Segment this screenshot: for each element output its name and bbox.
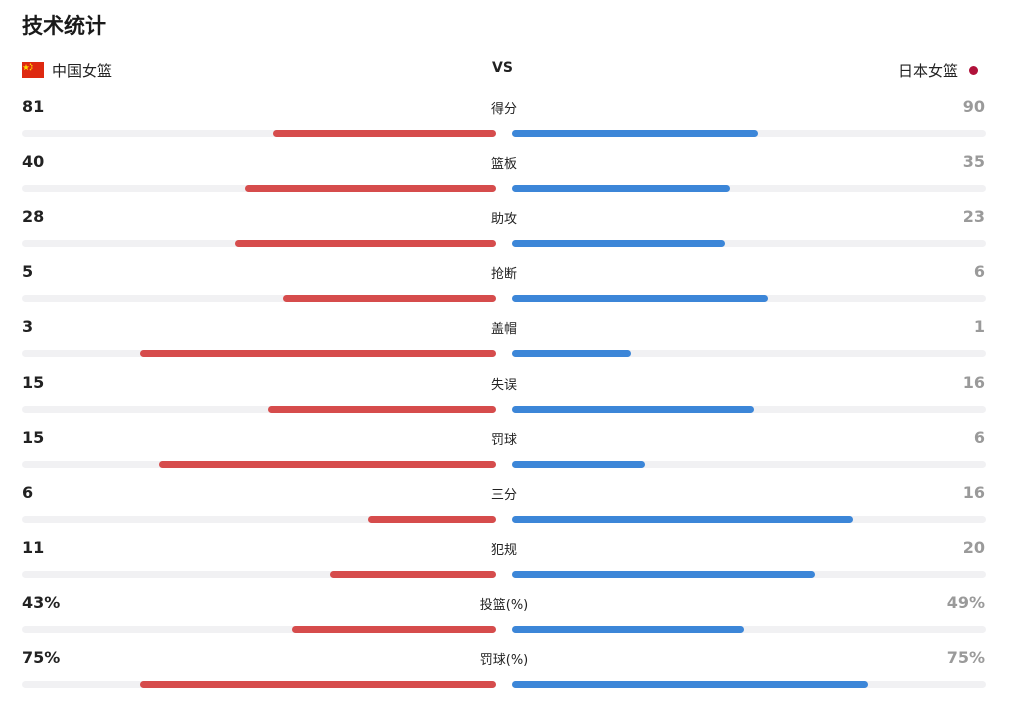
away-bar-track [512, 460, 986, 468]
home-stat-value: 15 [22, 427, 45, 447]
home-stat-bar [140, 681, 496, 688]
away-stat-value: 49% [946, 592, 985, 612]
home-team-name: 中国女篮 [52, 62, 113, 80]
away-stat-bar [512, 570, 815, 578]
home-stat-bar [235, 240, 496, 248]
japan-flag-icon [969, 66, 978, 75]
stat-row: 3 盖帽 1 [0, 312, 1020, 367]
away-stat-value: 20 [962, 537, 985, 557]
home-stat-value: 75% [22, 648, 61, 667]
home-bar-track [22, 515, 496, 523]
page-title: 技术统计 [22, 14, 106, 38]
away-stat-bar [512, 185, 730, 193]
home-stat-bar [292, 625, 496, 633]
home-stat-bar [273, 130, 496, 137]
stat-label: 犯规 [490, 542, 517, 558]
stat-row: 15 失误 16 [0, 368, 1020, 423]
home-bar-track [22, 295, 496, 303]
home-stat-value: 81 [22, 97, 45, 116]
home-stat-bar [330, 570, 496, 578]
stat-row: 75% 罚球(%) 75% [0, 643, 1020, 698]
china-flag-icon [22, 62, 44, 78]
away-stat-bar [512, 625, 744, 633]
away-stat-bar [512, 460, 645, 468]
stat-label: 助攻 [490, 212, 517, 228]
home-stat-value: 5 [22, 262, 34, 282]
home-bar-track [22, 130, 496, 137]
home-stat-bar [368, 515, 496, 523]
home-stat-value: 43% [22, 592, 61, 612]
stat-row: 11 犯规 20 [0, 533, 1020, 588]
stat-row: 6 三分 16 [0, 478, 1020, 533]
away-stat-value: 23 [962, 207, 985, 227]
home-bar-track [22, 570, 496, 578]
home-stat-value: 11 [22, 537, 45, 557]
away-stat-bar [512, 295, 768, 303]
away-bar-track [512, 240, 986, 248]
stat-label: 三分 [490, 487, 517, 503]
away-bar-track [512, 185, 986, 193]
away-stat-value: 6 [973, 262, 985, 282]
stat-label: 罚球(%) [479, 653, 529, 668]
away-stat-value: 6 [973, 427, 985, 447]
away-stat-bar [512, 515, 853, 523]
stat-row: 40 篮板 35 [0, 147, 1020, 202]
match-header: 中国女篮 VS 日本女篮 [22, 58, 985, 84]
away-team-name: 日本女篮 [897, 62, 958, 80]
home-stat-value: 3 [22, 317, 34, 337]
home-stat-value: 6 [22, 482, 34, 502]
away-stat-bar [512, 350, 631, 358]
away-stat-bar [512, 681, 868, 688]
home-stat-bar [268, 405, 496, 413]
home-stat-bar [159, 460, 496, 468]
away-stat-value: 16 [962, 482, 985, 502]
away-stat-value: 1 [973, 317, 985, 337]
away-bar-track [512, 350, 986, 358]
away-stat-value: 35 [962, 152, 985, 172]
home-stat-bar [245, 185, 496, 193]
away-stat-value: 90 [962, 97, 985, 116]
home-bar-track [22, 625, 496, 633]
stat-row: 81 得分 90 [0, 92, 1020, 147]
away-bar-track [512, 625, 986, 633]
stat-label: 失误 [490, 377, 517, 393]
stat-label: 抢断 [490, 267, 517, 283]
away-stat-value: 75% [946, 648, 985, 667]
stat-row: 28 助攻 23 [0, 202, 1020, 257]
stat-row: 43% 投篮(%) 49% [0, 588, 1020, 643]
away-stat-bar [512, 405, 754, 413]
home-bar-track [22, 405, 496, 413]
home-stat-value: 15 [22, 372, 45, 392]
home-stat-value: 28 [22, 207, 45, 227]
vs-label: VS [492, 60, 513, 76]
stat-row: 15 罚球 6 [0, 423, 1020, 478]
stat-label: 投篮(%) [479, 597, 529, 613]
stat-label: 盖帽 [490, 322, 517, 338]
home-stat-bar [140, 350, 496, 358]
stat-label: 得分 [490, 102, 517, 117]
away-stat-bar [512, 240, 725, 248]
home-stat-value: 40 [22, 152, 45, 172]
stat-label: 篮板 [490, 157, 517, 173]
stat-label: 罚球 [490, 432, 517, 448]
away-stat-bar [512, 130, 758, 137]
home-stat-bar [283, 295, 496, 303]
away-stat-value: 16 [962, 372, 985, 392]
stat-row: 5 抢断 6 [0, 257, 1020, 312]
